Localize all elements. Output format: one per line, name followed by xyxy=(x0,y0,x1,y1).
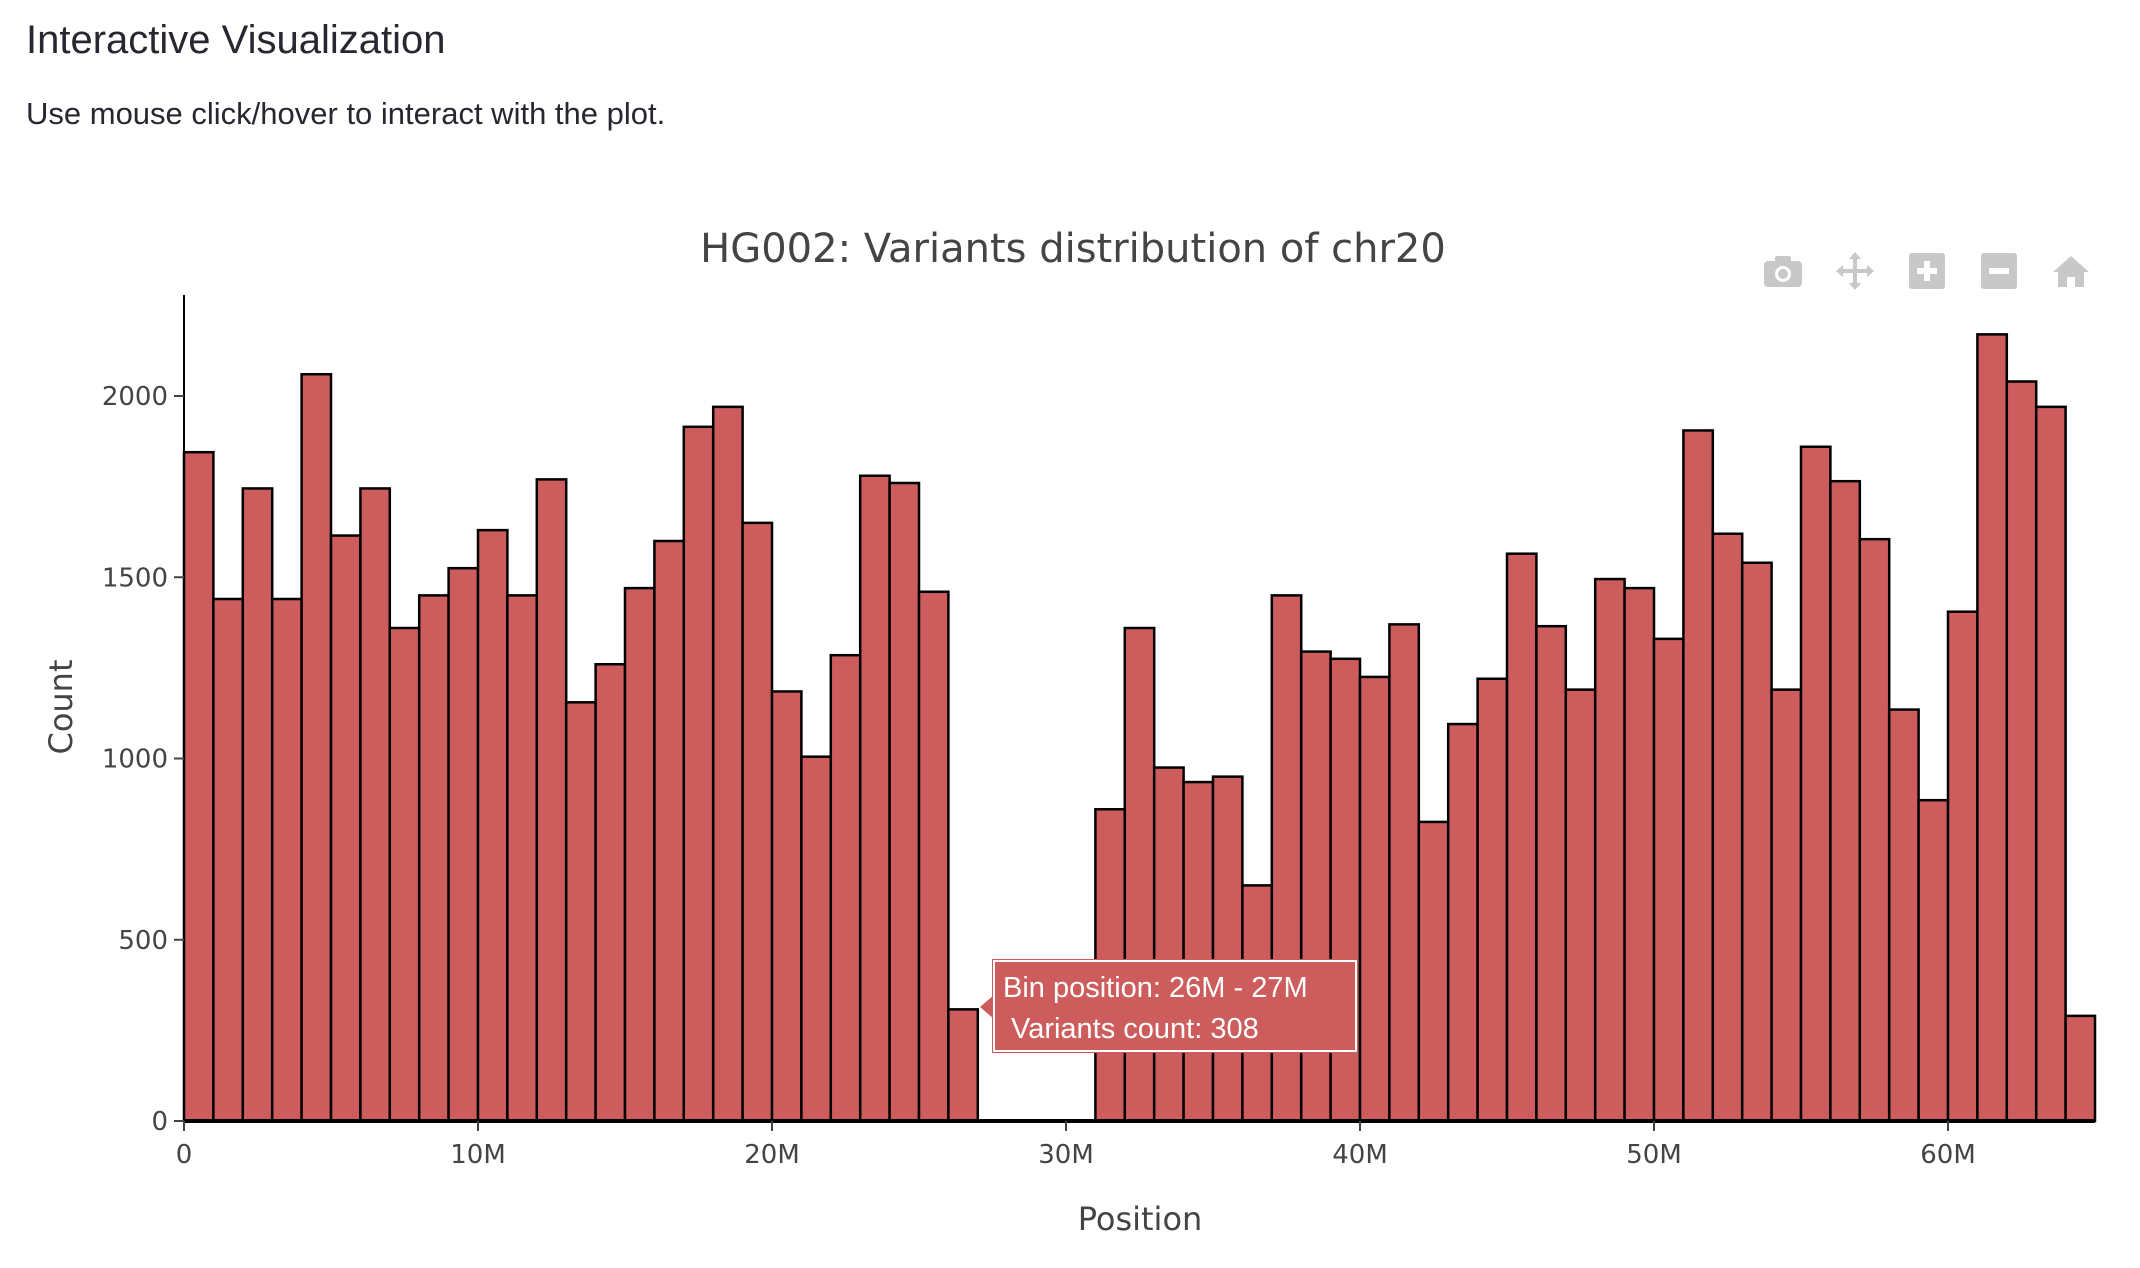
histogram-bar[interactable] xyxy=(1799,445,1832,1123)
histogram-bar[interactable] xyxy=(800,755,833,1123)
histogram-bar[interactable] xyxy=(1564,688,1597,1123)
histogram-bar[interactable] xyxy=(1593,577,1626,1123)
histogram-bar[interactable] xyxy=(917,590,950,1123)
histogram-bar[interactable] xyxy=(1652,637,1685,1123)
histogram-bar[interactable] xyxy=(300,373,333,1123)
histogram-bar[interactable] xyxy=(359,487,392,1123)
histogram-bar[interactable] xyxy=(2005,380,2038,1123)
histogram-bar[interactable] xyxy=(947,1008,980,1123)
zoom-in-icon[interactable] xyxy=(1904,248,1950,294)
histogram-bar[interactable] xyxy=(182,450,215,1123)
tooltip-arrow xyxy=(980,995,994,1019)
chart-title: HG002: Variants distribution of chr20 xyxy=(700,226,1446,272)
histogram-bar[interactable] xyxy=(1829,479,1862,1123)
y-tick-label: 1000 xyxy=(102,745,168,775)
x-axis-label: Position xyxy=(1078,1200,1203,1238)
histogram-bar[interactable] xyxy=(1211,775,1244,1123)
y-tick-label: 1500 xyxy=(102,563,168,593)
histogram-bar[interactable] xyxy=(506,594,539,1123)
histogram-bar[interactable] xyxy=(1682,429,1715,1123)
x-tick-label: 20M xyxy=(744,1140,800,1170)
histogram-bar[interactable] xyxy=(1152,766,1185,1123)
histogram-bar[interactable] xyxy=(1740,561,1773,1123)
home-icon[interactable] xyxy=(2048,248,2094,294)
page-subtitle: Use mouse click/hover to interact with t… xyxy=(26,96,666,131)
histogram-bar[interactable] xyxy=(329,534,362,1123)
page-title: Interactive Visualization xyxy=(26,18,446,62)
histogram-bar[interactable] xyxy=(682,425,715,1123)
pan-icon[interactable] xyxy=(1832,248,1878,294)
y-tick-label: 500 xyxy=(118,926,168,956)
y-tick-label: 2000 xyxy=(102,382,168,412)
histogram-bar[interactable] xyxy=(447,566,480,1123)
histogram-bar[interactable] xyxy=(417,594,450,1123)
x-tick-label: 0 xyxy=(176,1140,193,1170)
tooltip-variants-count: Variants count: 308 xyxy=(1011,1013,1259,1045)
histogram-bar[interactable] xyxy=(1623,586,1656,1123)
hover-tooltip: Bin position: 26M - 27M Variants count: … xyxy=(992,959,1358,1053)
x-tick-label: 60M xyxy=(1920,1140,1976,1170)
histogram-bar[interactable] xyxy=(653,539,686,1123)
histogram-bar[interactable] xyxy=(2064,1014,2097,1123)
histogram-bar[interactable] xyxy=(1505,552,1538,1123)
histogram-bar[interactable] xyxy=(594,663,627,1123)
plot-toolbar xyxy=(1760,248,2094,294)
y-tick-label: 0 xyxy=(151,1107,168,1137)
histogram-bar[interactable] xyxy=(1388,623,1421,1123)
zoom-out-icon[interactable] xyxy=(1976,248,2022,294)
camera-icon[interactable] xyxy=(1760,248,1806,294)
histogram-bar[interactable] xyxy=(741,521,774,1123)
x-tick-label: 40M xyxy=(1332,1140,1388,1170)
histogram-bar[interactable] xyxy=(212,597,245,1123)
x-tick-label: 30M xyxy=(1038,1140,1094,1170)
histogram-bar[interactable] xyxy=(1711,532,1744,1123)
histogram-bar[interactable] xyxy=(476,528,509,1123)
histogram-bar[interactable] xyxy=(1417,820,1450,1123)
histogram-bar[interactable] xyxy=(1917,798,1950,1123)
histogram-bar[interactable] xyxy=(829,653,862,1123)
histogram-bar[interactable] xyxy=(623,586,656,1123)
histogram-bar[interactable] xyxy=(535,478,568,1123)
x-tick-label: 10M xyxy=(450,1140,506,1170)
histogram-bar[interactable] xyxy=(1946,610,1979,1123)
histogram-bar[interactable] xyxy=(1535,624,1568,1123)
x-tick-label: 50M xyxy=(1626,1140,1682,1170)
histogram-bar[interactable] xyxy=(1182,780,1215,1123)
histogram-bar[interactable] xyxy=(1358,675,1391,1123)
histogram-bar[interactable] xyxy=(770,690,803,1123)
histogram-bar[interactable] xyxy=(1446,722,1479,1123)
tooltip-bin-position: Bin position: 26M - 27M xyxy=(1003,972,1308,1004)
histogram-bar[interactable] xyxy=(711,405,744,1123)
y-axis-label: Count xyxy=(42,659,80,754)
histogram-bar[interactable] xyxy=(1770,688,1803,1123)
histogram-bar[interactable] xyxy=(1887,708,1920,1123)
histogram-bar[interactable] xyxy=(564,701,597,1123)
histogram-bar[interactable] xyxy=(270,597,303,1123)
histogram-bar[interactable] xyxy=(2034,405,2067,1123)
histogram-bar[interactable] xyxy=(1976,333,2009,1123)
histogram-bar[interactable] xyxy=(1476,677,1509,1123)
histogram-bar[interactable] xyxy=(388,626,421,1123)
histogram-bar[interactable] xyxy=(241,487,274,1123)
histogram-bar[interactable] xyxy=(858,474,891,1123)
histogram-bar[interactable] xyxy=(1858,537,1891,1123)
histogram-bar[interactable] xyxy=(888,481,921,1123)
